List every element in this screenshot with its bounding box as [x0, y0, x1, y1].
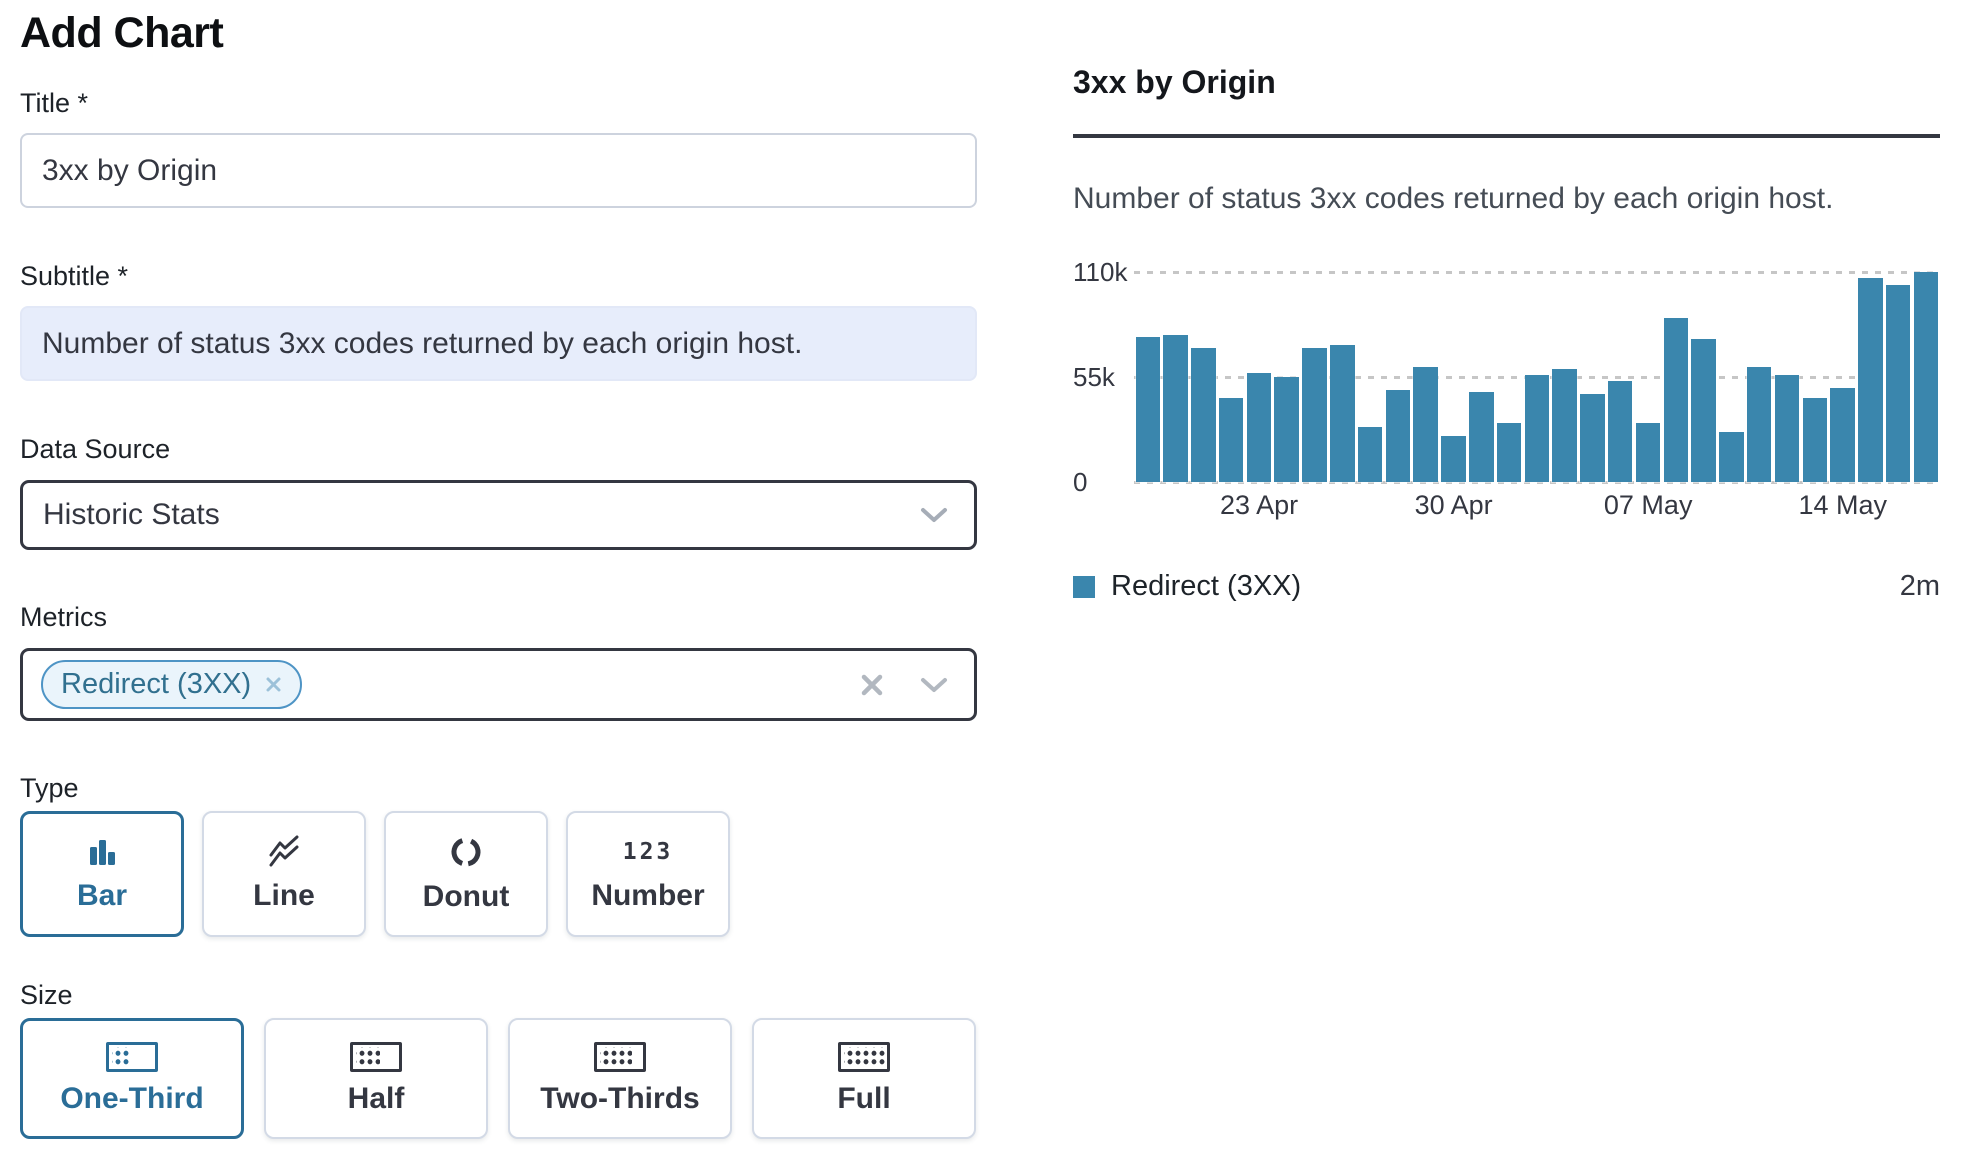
bar — [1468, 391, 1495, 483]
bar — [1134, 336, 1161, 483]
data-source-value: Historic Stats — [43, 498, 220, 531]
y-axis-tick-label: 55k — [1073, 362, 1115, 392]
chart-size-options: One-Third Half Two-Thirds Full — [20, 1018, 977, 1139]
bar — [1162, 334, 1189, 483]
bar — [1662, 317, 1690, 483]
number-chart-icon: 123 — [622, 839, 674, 865]
donut-chart-icon — [448, 834, 484, 870]
size-option-full[interactable]: Full — [752, 1018, 976, 1139]
metrics-combobox[interactable]: Redirect (3XX) — [20, 648, 977, 721]
half-size-icon — [350, 1041, 402, 1072]
chevron-down-icon — [920, 506, 948, 524]
data-source-select[interactable]: Historic Stats — [20, 480, 977, 550]
bar — [1495, 422, 1523, 483]
bar — [1773, 374, 1801, 483]
legend-label: Redirect (3XX) — [1111, 570, 1302, 602]
bar — [1829, 387, 1856, 483]
chevron-down-icon[interactable] — [920, 676, 948, 694]
subtitle-label: Subtitle * — [20, 261, 129, 291]
bar — [1745, 366, 1773, 483]
size-option-half[interactable]: Half — [264, 1018, 488, 1139]
metric-tag: Redirect (3XX) — [41, 660, 303, 709]
subtitle-input[interactable] — [20, 306, 977, 381]
type-option-line[interactable]: Line — [202, 811, 366, 937]
legend-swatch — [1073, 575, 1095, 598]
clear-selection-icon[interactable] — [860, 673, 884, 697]
bar — [1551, 368, 1578, 483]
x-axis-tick-label: 07 May — [1603, 490, 1693, 520]
size-option-label: One-Third — [60, 1081, 204, 1115]
size-option-label: Full — [837, 1081, 891, 1115]
x-axis-tick-label: 23 Apr — [1220, 490, 1299, 520]
title-input[interactable] — [20, 133, 977, 208]
preview-title: 3xx by Origin — [1073, 64, 1276, 100]
bar-chart: 110k 55k 0 23 Apr 30 Apr 07 May 14 May — [1073, 252, 1940, 524]
bar — [1634, 422, 1662, 483]
title-label: Title * — [20, 88, 89, 118]
bar — [1912, 271, 1940, 483]
chart-type-options: Bar Line Donut 123 Number — [20, 811, 977, 937]
chart-legend: Redirect (3XX) 2m — [1073, 570, 1940, 603]
add-chart-form: Add Chart Title * Subtitle * Data Source… — [20, 0, 977, 1139]
y-axis-tick-label: 0 — [1073, 467, 1088, 497]
type-option-bar[interactable]: Bar — [20, 811, 184, 937]
bar — [1301, 347, 1328, 483]
plot-area — [1134, 271, 1940, 483]
size-label: Size — [20, 980, 73, 1010]
type-option-label: Number — [591, 879, 705, 912]
y-axis-tick-label: 110k — [1073, 257, 1128, 287]
full-size-icon — [838, 1041, 890, 1072]
two-thirds-size-icon — [594, 1041, 646, 1072]
type-label: Type — [20, 773, 79, 803]
bar — [1356, 426, 1384, 483]
size-option-two-thirds[interactable]: Two-Thirds — [508, 1018, 732, 1139]
size-option-label: Half — [347, 1081, 405, 1115]
bar — [1718, 431, 1745, 483]
bar-chart-icon — [84, 835, 120, 869]
bar — [1884, 284, 1912, 483]
bar — [1412, 366, 1439, 483]
type-option-label: Line — [253, 879, 315, 912]
page-title: Add Chart — [20, 9, 224, 57]
x-axis-tick-label: 30 Apr — [1414, 490, 1493, 520]
remove-metric-icon[interactable] — [265, 676, 282, 693]
type-option-number[interactable]: 123 Number — [566, 811, 730, 937]
bar — [1690, 338, 1717, 483]
bar — [1190, 347, 1217, 483]
size-option-one-third[interactable]: One-Third — [20, 1018, 244, 1139]
metrics-label: Metrics — [20, 602, 107, 632]
bar — [1857, 277, 1884, 483]
type-option-label: Bar — [76, 879, 128, 912]
bar — [1440, 435, 1467, 483]
metric-tag-label: Redirect (3XX) — [61, 668, 252, 700]
type-option-donut[interactable]: Donut — [384, 811, 548, 937]
bar — [1801, 397, 1829, 483]
gridline-baseline — [1134, 481, 1940, 484]
bar — [1217, 397, 1245, 483]
bar — [1384, 389, 1412, 483]
one-third-size-icon — [106, 1041, 158, 1072]
size-option-label: Two-Thirds — [540, 1081, 700, 1115]
x-axis-tick-label: 14 May — [1798, 490, 1887, 520]
bar — [1329, 344, 1356, 483]
bar — [1579, 393, 1606, 483]
line-chart-icon — [266, 835, 302, 869]
bar — [1523, 374, 1551, 483]
preview-subtitle: Number of status 3xx codes returned by e… — [1073, 182, 1834, 215]
data-source-label: Data Source — [20, 434, 171, 464]
legend-period: 2m — [1899, 570, 1940, 602]
title-divider — [1073, 134, 1940, 138]
type-option-label: Donut — [422, 880, 510, 913]
bar — [1273, 376, 1300, 483]
chart-preview-panel: 3xx by Origin Number of status 3xx codes… — [1073, 60, 1940, 603]
gridline-110k — [1134, 271, 1940, 274]
bar — [1606, 380, 1634, 483]
bar — [1245, 372, 1273, 483]
